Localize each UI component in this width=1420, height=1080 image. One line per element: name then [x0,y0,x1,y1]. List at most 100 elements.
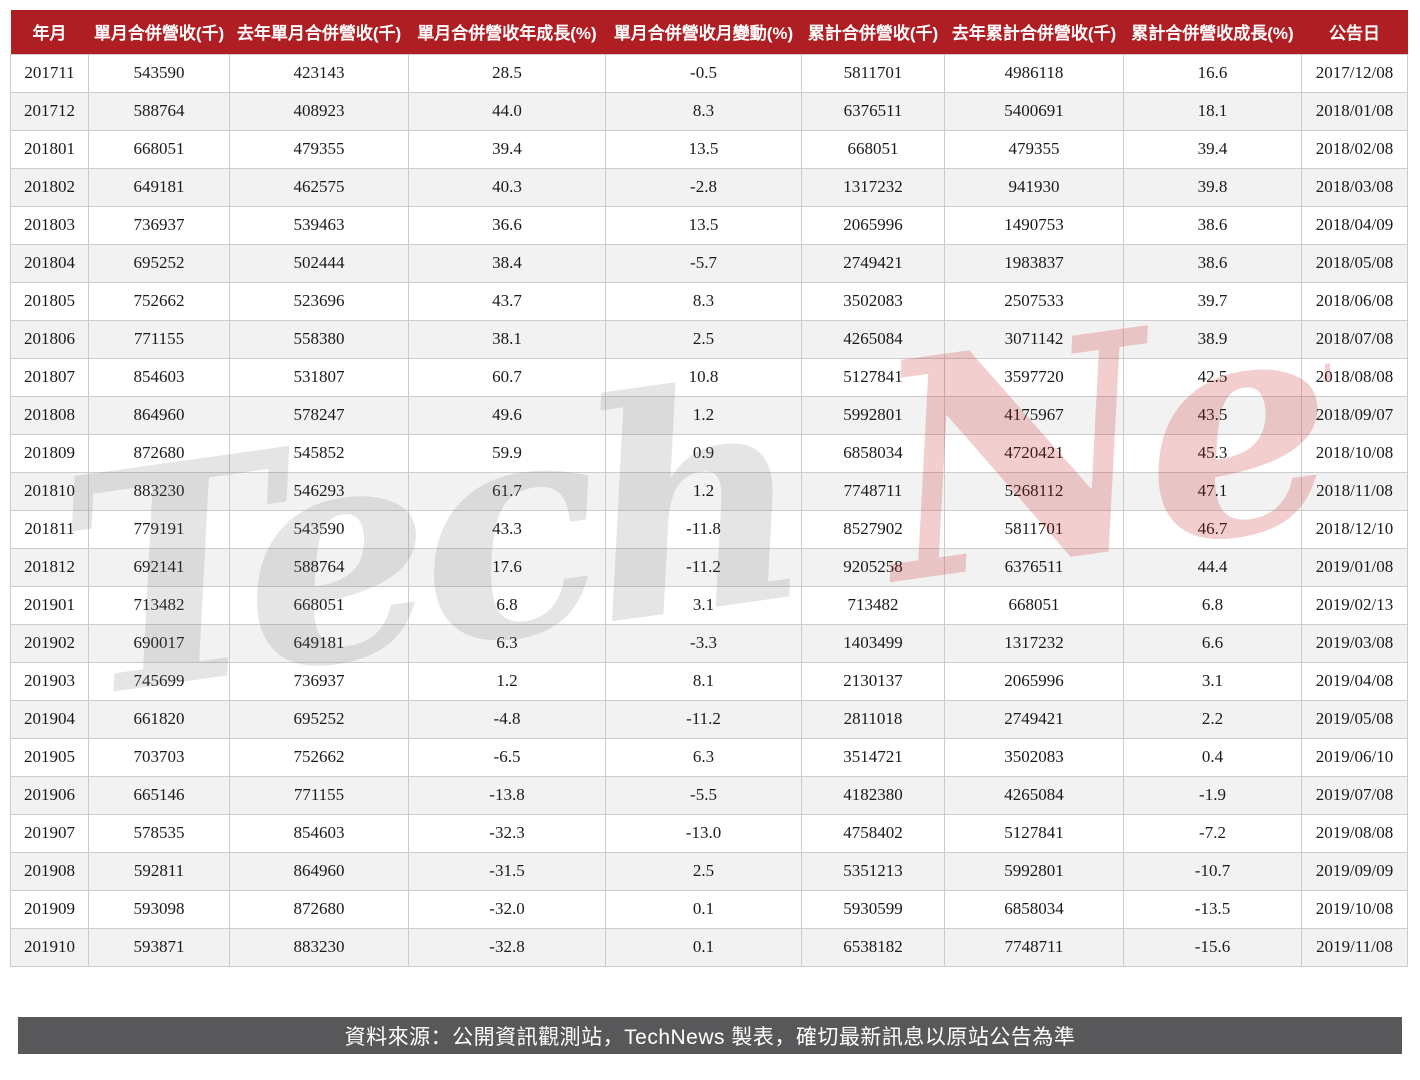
table-cell: 4758402 [801,813,945,853]
table-cell: 8.1 [605,661,802,701]
table-cell: -3.3 [605,623,802,663]
source-note-text: 資料來源：公開資訊觀測站，TechNews 製表，確切最新訊息以原站公告為準 [344,1025,1076,1049]
table-row: 201805 752662 523696 43.7 8.3 3502083 2507533 3… [10,281,1408,321]
column-header: 單月合併營收(千) [88,10,230,54]
table-cell: 5400691 [944,91,1124,131]
table-cell: 665146 [88,775,230,815]
table-cell: 2018/07/08 [1301,319,1408,359]
table-cell: 408923 [229,91,409,131]
table-cell: 201712 [10,91,89,131]
table-cell: 6858034 [944,889,1124,929]
column-header: 去年單月合併營收(千) [229,10,409,54]
table-cell: 0.1 [605,889,802,929]
table-cell: 6.6 [1123,623,1302,663]
table-cell: -0.5 [605,53,802,93]
table-cell: 60.7 [408,357,606,397]
table-cell: 6858034 [801,433,945,473]
table-cell: 38.6 [1123,205,1302,245]
table-cell: 578535 [88,813,230,853]
table-cell: 4175967 [944,395,1124,435]
table-cell: -15.6 [1123,927,1302,967]
table-cell: 2018/06/08 [1301,281,1408,321]
table-cell: 479355 [229,129,409,169]
table-row: 201803 736937 539463 36.6 13.5 2065996 1490753… [10,205,1408,245]
table-cell: 201902 [10,623,89,663]
table-cell: 201909 [10,889,89,929]
table-cell: 43.5 [1123,395,1302,435]
table-cell: 2.5 [605,851,802,891]
table-cell: 479355 [944,129,1124,169]
table-cell: 45.3 [1123,433,1302,473]
table-cell: 38.4 [408,243,606,283]
table-cell: 1490753 [944,205,1124,245]
table-cell: 4986118 [944,53,1124,93]
column-header: 單月合併營收月變動(%) [605,10,802,54]
table-cell: 883230 [229,927,409,967]
table-cell: -6.5 [408,737,606,777]
table-cell: 201906 [10,775,89,815]
table-cell: 5992801 [801,395,945,435]
table-cell: 0.4 [1123,737,1302,777]
table-cell: 28.5 [408,53,606,93]
table-cell: 9205258 [801,547,945,587]
table-cell: 13.5 [605,205,802,245]
table-cell: 2018/10/08 [1301,433,1408,473]
table-row: 201903 745699 736937 1.2 8.1 2130137 2065996 3.… [10,661,1408,701]
table-cell: 593871 [88,927,230,967]
table-cell: -7.2 [1123,813,1302,853]
table-cell: 6.8 [408,585,606,625]
table-cell: -32.8 [408,927,606,967]
table-cell: 201903 [10,661,89,701]
table-cell: 745699 [88,661,230,701]
table-cell: 38.1 [408,319,606,359]
table-row: 201809 872680 545852 59.9 0.9 6858034 4720421 4… [10,433,1408,473]
table-cell: 5127841 [801,357,945,397]
table-cell: 201805 [10,281,89,321]
table-row: 201907 578535 854603 -32.3 -13.0 4758402 51278… [10,813,1408,853]
table-row: 201909 593098 872680 -32.0 0.1 5930599 6858034… [10,889,1408,929]
table-cell: 40.3 [408,167,606,207]
table-cell: 201806 [10,319,89,359]
table-cell: 4720421 [944,433,1124,473]
table-cell: 8.3 [605,91,802,131]
table-cell: 43.7 [408,281,606,321]
table-cell: 779191 [88,509,230,549]
table-cell: -11.2 [605,547,802,587]
table-cell: 38.9 [1123,319,1302,359]
table-cell: 578247 [229,395,409,435]
table-cell: 47.1 [1123,471,1302,511]
table-cell: 872680 [229,889,409,929]
table-cell: 44.4 [1123,547,1302,587]
column-header: 累計合併營收成長(%) [1123,10,1302,54]
table-cell: 854603 [88,357,230,397]
table-cell: 2749421 [801,243,945,283]
column-header: 去年累計合併營收(千) [944,10,1124,54]
table-cell: 5811701 [944,509,1124,549]
table-cell: 4182380 [801,775,945,815]
monthly-revenue-table: 年月 單月合併營收(千) 去年單月合併營收(千) 單月合併營收年成長(%) 單月合併營收… [10,10,1408,967]
table-cell: 0.1 [605,927,802,967]
table-cell: 558380 [229,319,409,359]
table-cell: 3597720 [944,357,1124,397]
table-cell: -5.5 [605,775,802,815]
table-cell: 42.5 [1123,357,1302,397]
table-cell: 543590 [88,53,230,93]
table-cell: 2018/03/08 [1301,167,1408,207]
table-cell: 3.1 [1123,661,1302,701]
table-cell: 201809 [10,433,89,473]
table-cell: 6.3 [605,737,802,777]
table-cell: 1317232 [801,167,945,207]
column-header: 年月 [10,10,89,54]
column-header: 累計合併營收(千) [801,10,945,54]
table-row: 201901 713482 668051 6.8 3.1 713482 668051 6.8 2… [10,585,1408,625]
table-cell: 3071142 [944,319,1124,359]
table-row: 201908 592811 864960 -31.5 2.5 5351213 5992801… [10,851,1408,891]
table-cell: 5992801 [944,851,1124,891]
table-cell: 6376511 [944,547,1124,587]
table-cell: -32.3 [408,813,606,853]
table-cell: 752662 [229,737,409,777]
table-cell: 543590 [229,509,409,549]
table-cell: 592811 [88,851,230,891]
table-cell: 695252 [88,243,230,283]
